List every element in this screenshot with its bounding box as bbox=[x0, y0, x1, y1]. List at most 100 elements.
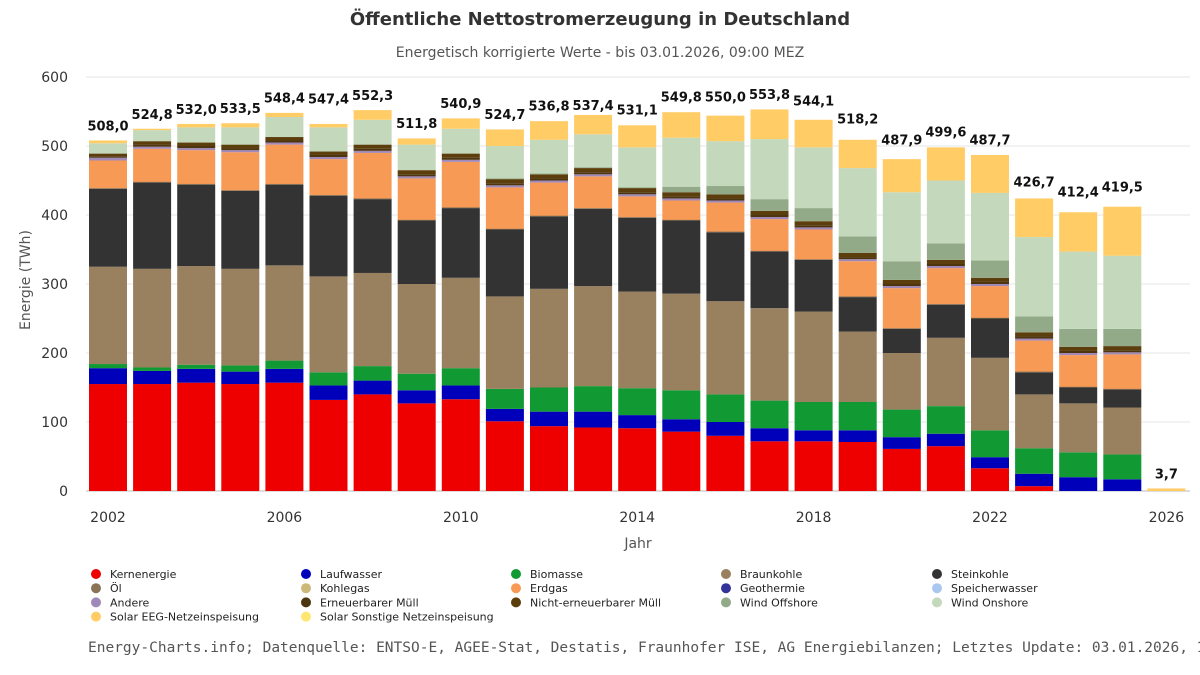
bar-segment bbox=[574, 174, 613, 177]
bar-segment bbox=[706, 194, 745, 199]
bar-segment bbox=[221, 371, 260, 385]
bar-segment bbox=[1103, 350, 1142, 353]
bar-segment bbox=[1059, 477, 1098, 491]
legend: Kernenergie Laufwasser Biomasse Braunkohle S… bbox=[91, 568, 1038, 624]
bar-segment bbox=[838, 259, 877, 262]
legend-item[interactable]: Solar Sonstige Netzeinspeisung bbox=[301, 611, 494, 624]
bar-segment bbox=[265, 137, 304, 141]
legend-marker bbox=[721, 569, 731, 579]
bar-segment bbox=[706, 115, 745, 142]
bar-segment bbox=[309, 385, 348, 400]
bar-segment bbox=[530, 288, 568, 388]
legend-marker bbox=[932, 583, 942, 594]
legend-item[interactable]: Andere bbox=[91, 596, 150, 609]
bar-segment bbox=[177, 266, 216, 365]
bar-segment bbox=[177, 127, 216, 143]
legend-item[interactable]: Biomasse bbox=[511, 568, 583, 581]
x-tick-label: 2006 bbox=[267, 510, 303, 526]
legend-item[interactable]: Steinkohle bbox=[932, 568, 1009, 581]
bar-segment bbox=[530, 121, 568, 140]
bar-segment bbox=[971, 430, 1009, 458]
bar-segment bbox=[794, 311, 833, 402]
legend-marker bbox=[91, 569, 101, 579]
bar-segment bbox=[177, 382, 216, 491]
bar-segment bbox=[750, 251, 789, 309]
bar-segment bbox=[618, 192, 657, 195]
legend-label: Geothermie bbox=[740, 582, 805, 595]
bar-segment bbox=[353, 380, 392, 395]
y-tick-label: 0 bbox=[59, 484, 68, 500]
bar-segment bbox=[353, 110, 392, 120]
bar-segment bbox=[530, 426, 568, 491]
total-label: 536,8 bbox=[528, 100, 569, 115]
legend-item[interactable]: Erdgas bbox=[511, 582, 568, 595]
bar-segment bbox=[353, 197, 392, 200]
legend-item[interactable]: Speicherwasser bbox=[932, 582, 1038, 595]
total-label: 499,6 bbox=[925, 125, 966, 140]
bar-segment bbox=[309, 127, 348, 152]
total-label: 537,4 bbox=[573, 99, 614, 114]
bar-segment bbox=[1059, 251, 1098, 329]
bar-segment bbox=[926, 259, 965, 264]
bar-stack-2014 bbox=[618, 125, 657, 491]
bar-segment bbox=[574, 166, 613, 169]
bar-stack-2010 bbox=[441, 118, 480, 491]
bar-segment bbox=[1103, 206, 1142, 256]
y-tick-label: 300 bbox=[41, 277, 68, 293]
bar-segment bbox=[971, 286, 1009, 318]
bar-segment bbox=[794, 147, 833, 209]
bar-segment bbox=[794, 258, 833, 260]
bar-segment bbox=[882, 437, 921, 449]
bar-stack-2015 bbox=[662, 112, 701, 491]
legend-item[interactable]: Erneuerbarer Müll bbox=[301, 596, 419, 609]
bar-segment bbox=[441, 208, 480, 278]
bar-segment bbox=[1015, 316, 1054, 333]
legend-marker bbox=[91, 583, 101, 594]
bar-segment bbox=[309, 399, 348, 491]
legend-item[interactable]: Kohlegas bbox=[301, 582, 370, 595]
bar-segment bbox=[618, 428, 657, 491]
legend-item[interactable]: Kernenergie bbox=[91, 568, 177, 581]
bar-segment bbox=[1015, 448, 1054, 474]
legend-item[interactable]: Solar EEG-Netzeinspeisung bbox=[91, 611, 259, 624]
bar-segment bbox=[89, 156, 127, 158]
y-tick-label: 500 bbox=[41, 139, 68, 155]
bar-segment bbox=[706, 141, 745, 187]
bar-stack-2024 bbox=[1059, 212, 1098, 491]
bar-segment bbox=[265, 184, 304, 266]
bar-segment bbox=[926, 304, 965, 338]
legend-item[interactable]: Öl bbox=[91, 582, 122, 595]
chart-title: Öffentliche Nettostromerzeugung in Deuts… bbox=[350, 8, 850, 30]
legend-item[interactable]: Geothermie bbox=[721, 582, 805, 595]
bar-segment bbox=[926, 303, 965, 305]
bar-segment bbox=[221, 148, 260, 151]
legend-item[interactable]: Wind Onshore bbox=[932, 596, 1028, 609]
bar-segment bbox=[1059, 328, 1098, 347]
bar-segment bbox=[89, 153, 127, 157]
bar-segment bbox=[530, 174, 568, 179]
bar-segment bbox=[1015, 473, 1054, 487]
bar-segment bbox=[265, 265, 304, 361]
bar-segment bbox=[221, 123, 260, 128]
bar-segment bbox=[574, 176, 613, 209]
bar-segment bbox=[397, 170, 436, 175]
bar-segment bbox=[530, 216, 568, 289]
legend-marker bbox=[301, 569, 311, 579]
bar-segment bbox=[221, 152, 260, 191]
total-label: 487,9 bbox=[881, 133, 922, 148]
legend-item[interactable]: Laufwasser bbox=[301, 568, 382, 581]
bar-segment bbox=[1015, 394, 1054, 449]
legend-label: Biomasse bbox=[530, 568, 583, 581]
bar-segment bbox=[133, 268, 172, 368]
total-label: 532,0 bbox=[176, 103, 217, 118]
bar-segment bbox=[882, 328, 921, 353]
legend-item[interactable]: Braunkohle bbox=[721, 568, 802, 581]
bars bbox=[89, 109, 1186, 491]
bar-segment bbox=[882, 327, 921, 329]
bar-segment bbox=[794, 259, 833, 312]
bar-segment bbox=[177, 368, 216, 383]
bar-segment bbox=[1103, 328, 1142, 347]
legend-item[interactable]: Nicht-erneuerbarer Müll bbox=[511, 596, 661, 609]
legend-item[interactable]: Wind Offshore bbox=[721, 596, 818, 609]
bar-segment bbox=[574, 134, 613, 168]
